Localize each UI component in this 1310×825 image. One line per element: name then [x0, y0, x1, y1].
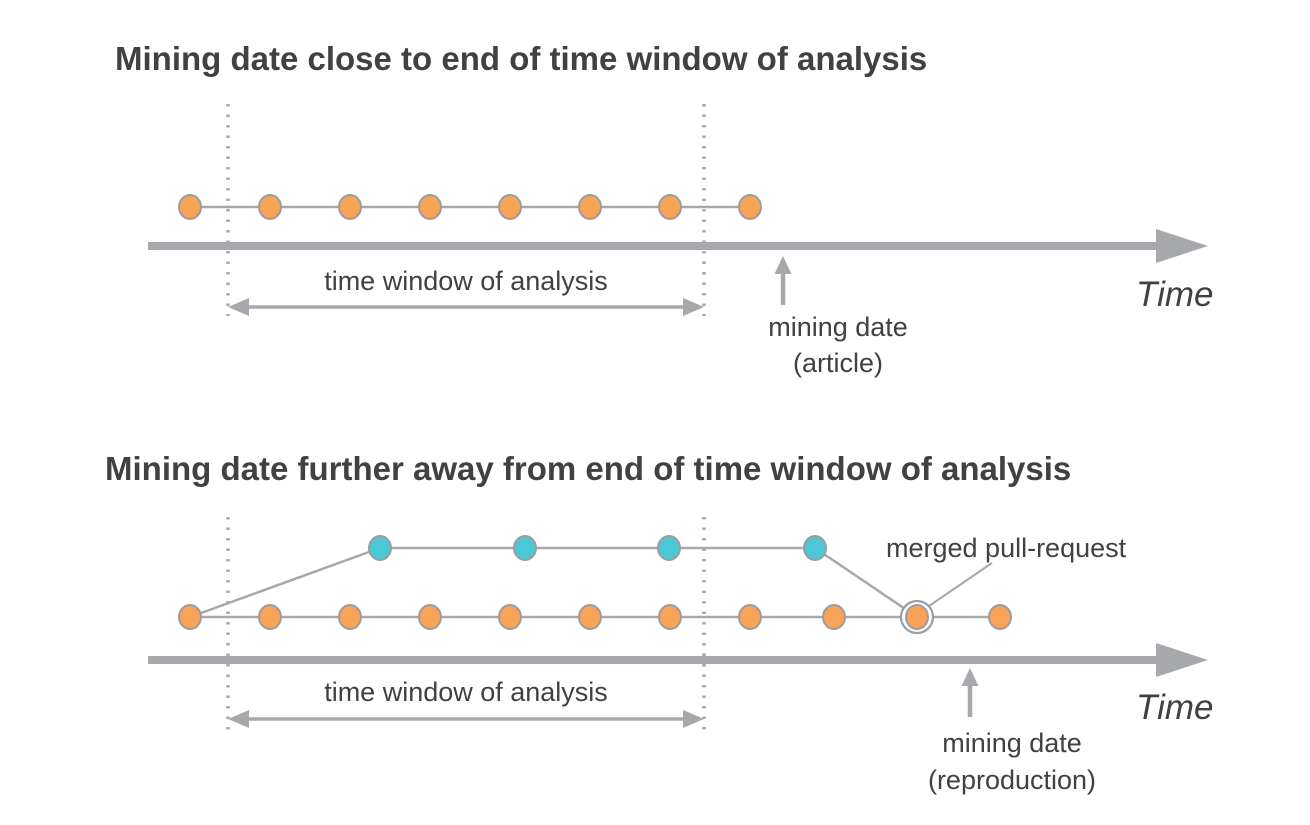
commit-dot — [498, 604, 522, 630]
top-mining-date-qualifier: (article) — [793, 348, 883, 378]
top-time-label: Time — [1136, 275, 1213, 314]
bottom-window-span-arrow — [228, 710, 704, 728]
commit-dot — [258, 194, 282, 220]
commit-dot — [578, 604, 602, 630]
bottom-timeline-bar — [148, 656, 1156, 664]
commit-dot — [498, 194, 522, 220]
bottom-mining-date-qualifier: (reproduction) — [928, 765, 1096, 795]
merged-pr-leader-line — [928, 562, 993, 607]
top-window-span-left-arrowhead — [228, 298, 249, 316]
diagram-bottom: Mining date further away from end of tim… — [105, 450, 1213, 795]
branch-merge-descending-line — [814, 546, 918, 619]
branch-commit-dot — [657, 535, 681, 561]
commit-dot — [905, 604, 929, 630]
branch-commit-dot — [803, 535, 827, 561]
bottom-window-label: time window of analysis — [324, 677, 608, 707]
bottom-mining-arrowhead — [961, 668, 979, 686]
commit-dot — [338, 194, 362, 220]
diagram-top: Mining date close to end of time window … — [115, 40, 1213, 378]
top-timeline-arrowhead — [1156, 229, 1208, 263]
commit-dot — [658, 604, 682, 630]
commit-dot — [658, 194, 682, 220]
bottom-window-span-left-arrowhead — [228, 710, 249, 728]
bottom-mining-date-arrow — [961, 668, 979, 717]
commit-dot — [258, 604, 282, 630]
bottom-mining-date-label: mining date — [942, 728, 1082, 758]
commit-dot — [418, 604, 442, 630]
top-mining-date-arrow — [774, 256, 792, 305]
branch-ascending-line — [189, 546, 381, 619]
top-window-label: time window of analysis — [324, 266, 608, 296]
bottom-window-span-right-arrowhead — [683, 710, 704, 728]
top-window-span-arrow — [228, 298, 704, 316]
top-title: Mining date close to end of time window … — [115, 40, 927, 77]
commit-dot — [578, 194, 602, 220]
commit-dot — [822, 604, 846, 630]
bottom-timeline-arrowhead — [1156, 643, 1208, 677]
top-window-span-right-arrowhead — [683, 298, 704, 316]
branch-commit-dot — [368, 535, 392, 561]
bottom-title: Mining date further away from end of tim… — [105, 450, 1071, 487]
commit-dot — [738, 604, 762, 630]
top-timeline-bar — [148, 242, 1156, 250]
top-mining-date-label: mining date — [768, 312, 908, 342]
commit-dot — [178, 604, 202, 630]
bottom-time-label: Time — [1136, 688, 1213, 727]
commit-dot — [338, 604, 362, 630]
commit-dot — [418, 194, 442, 220]
commit-dot — [178, 194, 202, 220]
bottom-branch-dots — [368, 535, 827, 561]
branch-commit-dot — [513, 535, 537, 561]
bottom-main-commit-dots — [178, 604, 1012, 630]
commit-dot — [738, 194, 762, 220]
top-commit-dots — [178, 194, 762, 220]
top-mining-arrowhead — [774, 256, 792, 274]
merged-pr-label: merged pull-request — [886, 533, 1127, 563]
commit-dot — [988, 604, 1012, 630]
